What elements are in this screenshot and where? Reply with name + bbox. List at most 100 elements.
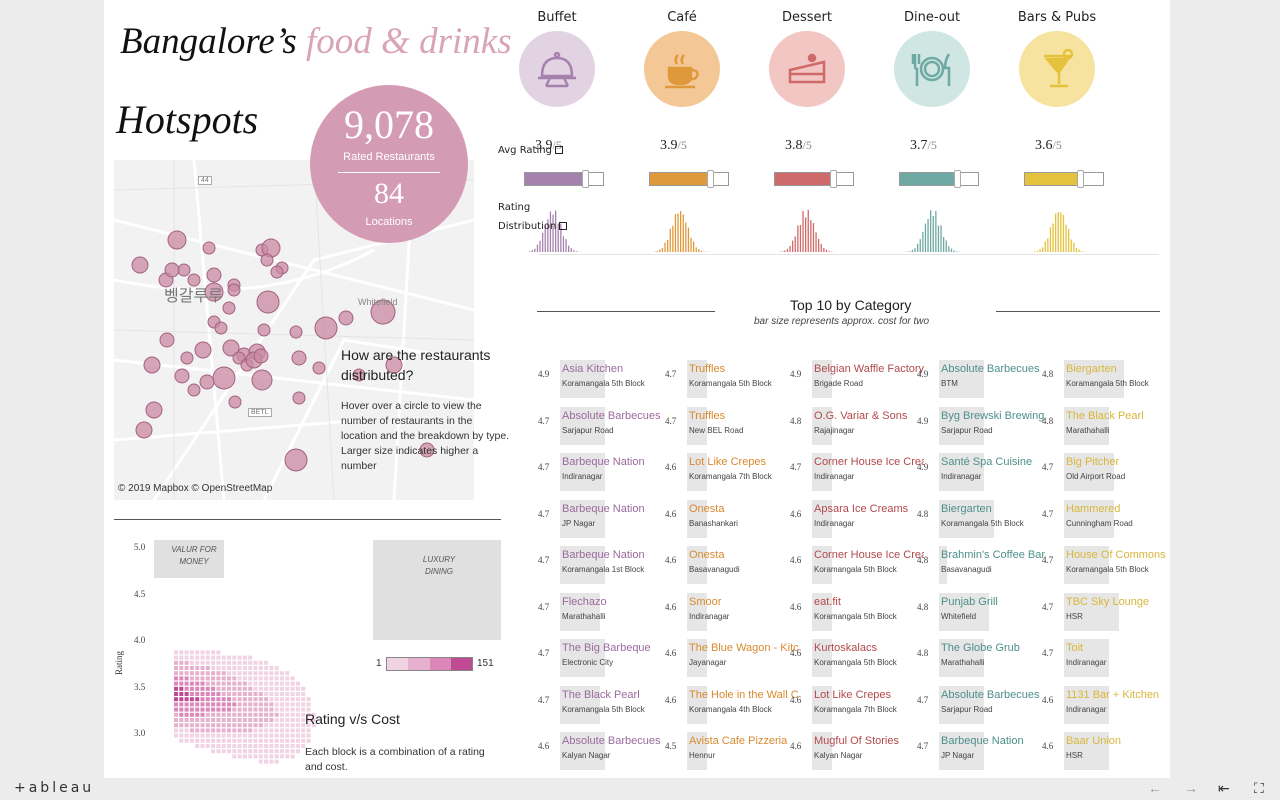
category-3[interactable]: Dine-out (892, 10, 972, 107)
heatmap-block (200, 660, 205, 665)
heatmap-block (253, 676, 258, 681)
map-credit[interactable]: © 2019 Mapbox © OpenStreetMap (118, 483, 273, 494)
top10-item[interactable]: 4.6 1131 Bar + Kitchen Indiranagar (1042, 685, 1164, 724)
heatmap-block (269, 754, 274, 759)
left-divider (114, 519, 501, 520)
heatmap-block (200, 712, 205, 717)
top10-item[interactable]: 4.7 Big Pitcher Old Airport Road (1042, 453, 1164, 491)
heatmap-block (189, 692, 194, 696)
top10-item[interactable]: 4.8 Brahmin's Coffee Bar Basavanagudi (917, 546, 1045, 584)
top10-item[interactable]: 4.8 The Black Pearl Marathahalli (1042, 406, 1164, 445)
tableau-logo[interactable]: +ableau (14, 780, 95, 796)
top10-item[interactable]: 4.7 Truffles Koramangala 5th Block (665, 360, 787, 398)
item-location: Indiranagar (814, 518, 855, 528)
cost-bar (560, 685, 600, 724)
top10-item[interactable]: 4.9 Santé Spa Cuisine Indiranagar (917, 453, 1039, 491)
top10-item[interactable]: 4.5 Avista Cafe Pizzeria Hennur (665, 732, 787, 770)
heatmap-block (258, 718, 263, 722)
forward-icon[interactable]: → (1184, 780, 1198, 796)
top10-item[interactable]: 4.7 House Of Commons Koramangala 5th Block (1042, 546, 1166, 584)
heatmap-block (253, 660, 258, 665)
top10-item[interactable]: 4.8 Punjab Grill Whitefield (917, 592, 1039, 631)
top10-item[interactable]: 4.6 Absolute Barbecues Kalyan Nagar (538, 732, 660, 770)
rating-distribution-chart[interactable] (767, 204, 847, 252)
top10-item[interactable]: 4.7 Truffles New BEL Road (665, 406, 787, 445)
top10-item[interactable]: 4.6 Kurtoskalacs Koramangala 5th Block (790, 639, 912, 677)
reset-icon[interactable]: ⇤ (1218, 780, 1230, 796)
top10-item[interactable]: 4.6 Onesta Basavanagudi (665, 546, 787, 584)
heatmap-block (258, 754, 263, 759)
top10-item[interactable]: 4.7 Barbeque Nation JP Nagar (538, 499, 660, 538)
top10-item[interactable]: 4.8 Biergarten Koramangala 5th Block (1042, 360, 1164, 398)
top10-item[interactable]: 4.6 Onesta Banashankari (665, 499, 787, 538)
category-2[interactable]: Dessert (767, 10, 847, 107)
rating-distribution-chart[interactable] (892, 204, 972, 252)
heatmap-block (280, 676, 284, 681)
avg-rating-checkbox[interactable] (554, 146, 563, 154)
road-shield-44: 44 (198, 176, 212, 185)
top10-item[interactable]: 4.7 Flechazo Marathahalli (538, 592, 660, 631)
rating-distribution-label[interactable]: Rating Distribution (498, 198, 568, 236)
top10-item[interactable]: 4.6 Lot Like Crepes Koramangala 7th Block (665, 453, 787, 491)
top10-item[interactable]: 4.7 Toit Indiranagar (1042, 639, 1164, 677)
heatmap-block (290, 728, 295, 733)
rating-cost-heatmap[interactable] (152, 540, 502, 775)
avg-rating-label[interactable]: Avg Rating (498, 145, 563, 156)
heatmap-block (205, 686, 210, 691)
top10-item[interactable]: 4.7 Absolute Barbecues Sarjapur Road (538, 406, 660, 445)
heatmap-block (264, 723, 269, 728)
top10-item[interactable]: 4.7 TBC Sky Lounge HSR (1042, 592, 1164, 631)
fullscreen-icon[interactable]: ⛶ (1254, 780, 1264, 796)
top10-item[interactable]: 4.7 The Black Pearl Koramangala 5th Block (538, 685, 660, 724)
heatmap-block (301, 738, 306, 743)
top10-item[interactable]: 4.7 Barbeque Nation JP Nagar (917, 732, 1039, 770)
top10-item[interactable]: 4.8 O.G. Variar & Sons Rajajinagar (790, 406, 912, 445)
heatmap-block (295, 707, 300, 712)
value-for-money-zone (154, 540, 224, 578)
item-location: Old Airport Road (1066, 472, 1126, 481)
distribution-bar (1065, 224, 1067, 252)
top10-item[interactable]: 4.7 Barbeque Nation Koramangala 1st Block (538, 546, 660, 584)
top10-item[interactable]: 4.9 Absolute Barbecues BTM (917, 360, 1039, 398)
top10-item[interactable]: 4.9 Belgian Waffle Factory Brigade Road (790, 360, 924, 398)
heatmap-block (200, 728, 205, 733)
category-0[interactable]: Buffet (517, 10, 597, 107)
back-icon[interactable]: ← (1148, 780, 1162, 796)
top10-item[interactable]: 4.6 Mugful Of Stories Kalyan Nagar (790, 732, 912, 770)
location-bubble (370, 299, 396, 325)
heatmap-block (290, 733, 295, 738)
top10-item[interactable]: 4.6 Apsara Ice Creams Indiranagar (790, 499, 912, 538)
heatmap-block (216, 676, 221, 681)
top10-item[interactable]: 4.6 Corner House Ice Cream Koramangala 5th… (790, 546, 924, 584)
heatmap-block (295, 681, 300, 686)
top10-item[interactable]: 4.8 The Globe Grub Marathahalli (917, 639, 1039, 677)
top10-item[interactable]: 4.9 Asia Kitchen Koramangala 5th Block (538, 360, 660, 398)
top10-item[interactable]: 4.7 Hammered Cunningham Road (1042, 499, 1164, 538)
top10-item[interactable]: 4.7 Absolute Barbecues Sarjapur Road (917, 685, 1039, 724)
location-bubble (257, 323, 271, 337)
category-4[interactable]: Bars & Pubs (1017, 10, 1097, 107)
rating-distribution-chart[interactable] (1017, 204, 1097, 252)
heatmap-block (179, 723, 184, 728)
rating-distribution-chart[interactable] (517, 204, 597, 252)
heatmap-block (280, 702, 284, 707)
distribution-checkbox[interactable] (559, 222, 568, 230)
heatmap-block (274, 718, 279, 722)
top10-item[interactable]: 4.7 Barbeque Nation Indiranagar (538, 453, 660, 491)
top10-item[interactable]: 4.6 eat.fit Koramangala 5th Block (790, 592, 912, 631)
distribution-bar (1044, 241, 1046, 252)
top10-item[interactable]: 4.6 Baar Union HSR (1042, 732, 1164, 770)
rating-distribution-chart[interactable] (642, 204, 722, 252)
top10-item[interactable]: 4.8 Biergarten Koramangala 5th Block (917, 499, 1039, 538)
category-1[interactable]: Café (642, 10, 722, 107)
top10-item[interactable]: 4.7 Corner House Ice Cream Indiranagar (790, 453, 924, 491)
top10-item[interactable]: 4.9 Byg Brewski Brewing Sarjapur Road (917, 406, 1044, 445)
heatmap-block (280, 697, 284, 702)
top10-item[interactable]: 4.7 The Big Barbeque Electronic City (538, 639, 660, 677)
top10-item[interactable]: 4.6 Lot Like Crepes Koramangala 7th Block (790, 685, 912, 724)
top10-item[interactable]: 4.6 Smoor Indiranagar (665, 592, 787, 631)
heatmap-block (242, 697, 247, 702)
heatmap-block (195, 744, 200, 748)
